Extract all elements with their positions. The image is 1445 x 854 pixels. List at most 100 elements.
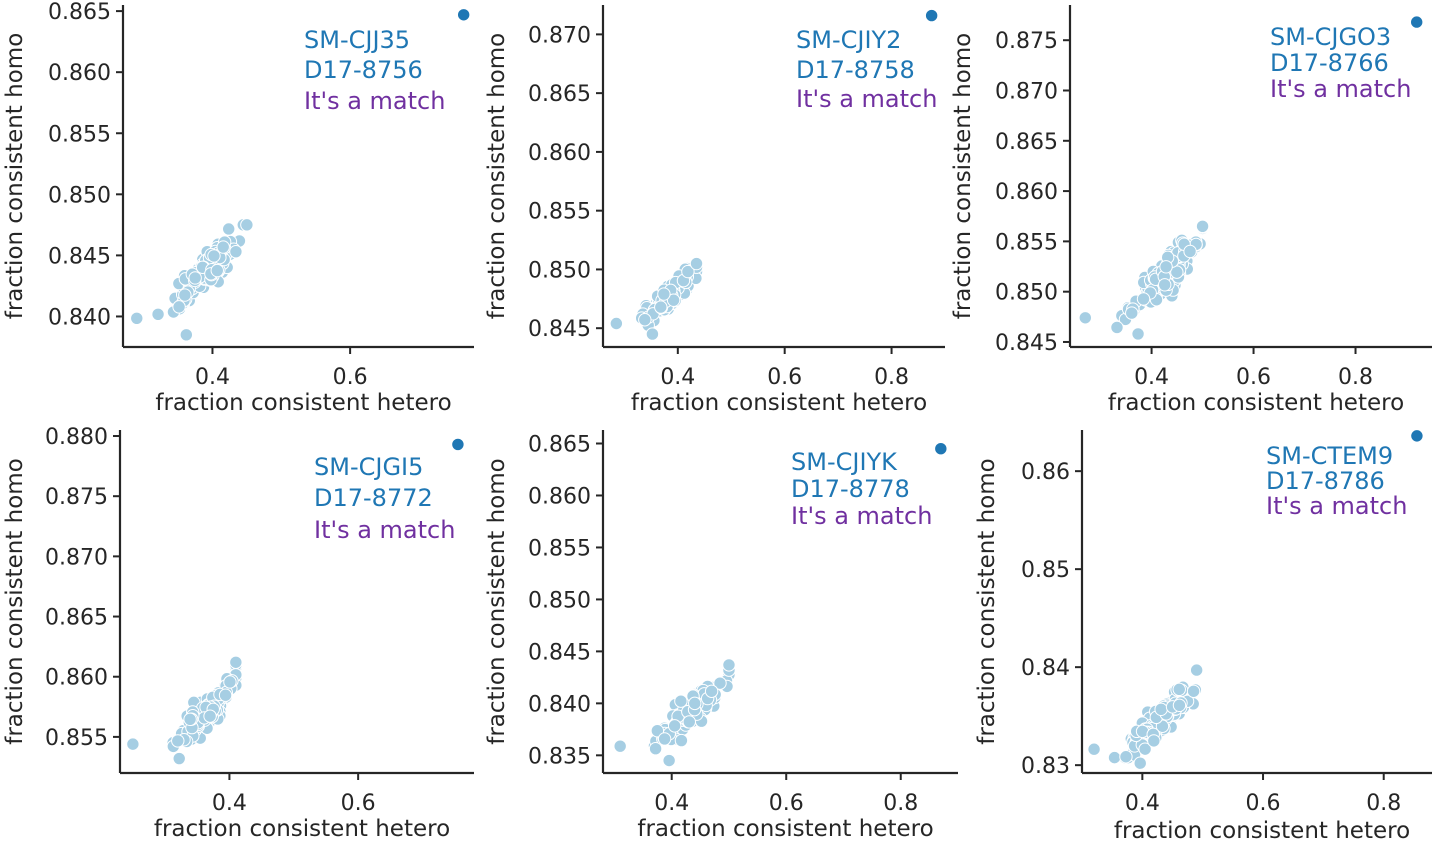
sample-point — [609, 316, 624, 331]
y-tick-label: 0.870 — [45, 545, 108, 570]
background-samples — [613, 658, 736, 768]
y-tick-label: 0.860 — [995, 180, 1058, 205]
annotation-match-text: It's a match — [796, 85, 937, 113]
y-tick-label: 0.855 — [995, 230, 1058, 255]
sample-point — [713, 676, 727, 690]
sample-point — [188, 271, 202, 285]
sample-point — [704, 684, 719, 698]
x-tick-label: 0.8 — [883, 791, 918, 816]
y-tick-label: 0.850 — [528, 588, 591, 613]
y-tick-label: 0.860 — [45, 666, 108, 691]
x-tick-label: 0.8 — [874, 365, 909, 390]
match-point — [456, 8, 471, 22]
y-axis-label: fraction consistent homo — [950, 33, 976, 320]
y-tick-label: 0.865 — [528, 433, 591, 458]
sample-point — [1172, 698, 1187, 713]
y-tick-label: 0.850 — [528, 258, 591, 283]
annotation-donor-id: D17-8758 — [796, 56, 915, 84]
x-tick-label: 0.4 — [1134, 365, 1169, 390]
y-tick-label: 0.860 — [528, 484, 591, 509]
background-samples — [1078, 219, 1210, 341]
sample-point — [1186, 684, 1201, 698]
sample-point — [638, 313, 652, 327]
x-tick-label: 0.8 — [1366, 791, 1401, 816]
y-tick-label: 0.860 — [528, 141, 591, 166]
annotation-donor-id: D17-8756 — [304, 56, 423, 84]
annotation-match-text: It's a match — [304, 87, 445, 115]
y-tick-label: 0.860 — [48, 61, 111, 86]
sample-point — [183, 712, 197, 726]
y-tick-label: 0.855 — [48, 122, 111, 147]
y-axis-label: fraction consistent homo — [2, 458, 28, 745]
x-tick-label: 0.4 — [195, 365, 230, 390]
annotation-match-text: It's a match — [1266, 492, 1407, 520]
sample-point — [662, 753, 676, 768]
y-tick-label: 0.865 — [48, 0, 111, 25]
y-axis-label: fraction consistent homo — [2, 33, 28, 320]
sample-point — [218, 688, 233, 702]
sample-point — [172, 300, 186, 314]
annotation-sample-id: SM-CJJ35 — [304, 26, 410, 54]
annotation-sample-id: SM-CJIY2 — [796, 26, 901, 54]
annotation-donor-id: D17-8772 — [314, 484, 433, 512]
match-point — [1410, 15, 1424, 29]
sample-point — [1125, 306, 1139, 320]
background-samples — [130, 218, 254, 342]
y-tick-label: 0.865 — [45, 606, 108, 631]
sample-point — [1078, 311, 1092, 325]
y-tick-label: 0.840 — [528, 692, 591, 717]
sample-point — [223, 675, 237, 689]
y-tick-label: 0.845 — [995, 331, 1058, 356]
y-tick-label: 0.865 — [528, 82, 591, 107]
y-tick-label: 0.855 — [528, 200, 591, 225]
background-samples — [1087, 663, 1204, 770]
y-tick-label: 0.850 — [48, 183, 111, 208]
annotation-sample-id: SM-CJIYK — [791, 448, 898, 476]
annotation-donor-id: D17-8786 — [1266, 467, 1385, 495]
sample-point — [203, 709, 217, 723]
annotation-donor-id: D17-8778 — [791, 475, 910, 503]
sample-point — [1154, 702, 1168, 717]
sample-point — [1147, 734, 1161, 748]
y-tick-label: 0.84 — [1021, 656, 1070, 681]
annotation-sample-id: SM-CJGO3 — [1270, 23, 1391, 51]
y-axis-label: fraction consistent homo — [484, 33, 510, 320]
sample-point — [1087, 742, 1101, 756]
x-axis-label: fraction consistent hetero — [637, 816, 933, 842]
sample-point — [613, 739, 627, 753]
x-tick-label: 0.6 — [1236, 365, 1271, 390]
y-tick-label: 0.86 — [1021, 460, 1070, 485]
sample-point — [222, 222, 236, 236]
sample-point — [171, 734, 185, 748]
sample-point — [1189, 663, 1204, 677]
sample-point — [1183, 244, 1197, 259]
scatter-panel-3: 0.845 0.850 0.855 0.860 0.865 0.870 0.875 0.4 0.… — [950, 5, 1432, 416]
sample-point — [1119, 750, 1133, 764]
x-tick-label: 0.4 — [660, 365, 695, 390]
sample-point — [682, 715, 696, 729]
sample-point — [674, 694, 688, 708]
annotation-sample-id: SM-CTEM9 — [1266, 442, 1393, 470]
x-tick-label: 0.6 — [333, 365, 368, 390]
sample-point — [179, 328, 194, 342]
sample-point — [178, 288, 192, 302]
scatter-panel-5: 0.835 0.840 0.845 0.850 0.855 0.860 0.865 0.4 0.… — [484, 430, 958, 842]
x-axis-label: fraction consistent hetero — [1114, 818, 1410, 844]
sample-point — [666, 293, 681, 307]
sample-point — [657, 732, 672, 746]
x-tick-label: 0.8 — [1338, 365, 1373, 390]
sample-point — [229, 655, 243, 669]
x-tick-label: 0.4 — [212, 791, 247, 816]
y-tick-label: 0.850 — [995, 281, 1058, 306]
sample-point — [240, 218, 254, 232]
sample-point — [654, 300, 668, 314]
sample-point — [667, 719, 682, 733]
sample-point — [1195, 219, 1210, 233]
match-point — [1410, 429, 1424, 443]
x-axis-label: fraction consistent hetero — [155, 390, 451, 416]
y-tick-label: 0.875 — [45, 485, 108, 510]
background-samples — [126, 655, 243, 766]
sample-point — [1136, 292, 1151, 306]
x-tick-label: 0.6 — [341, 791, 376, 816]
